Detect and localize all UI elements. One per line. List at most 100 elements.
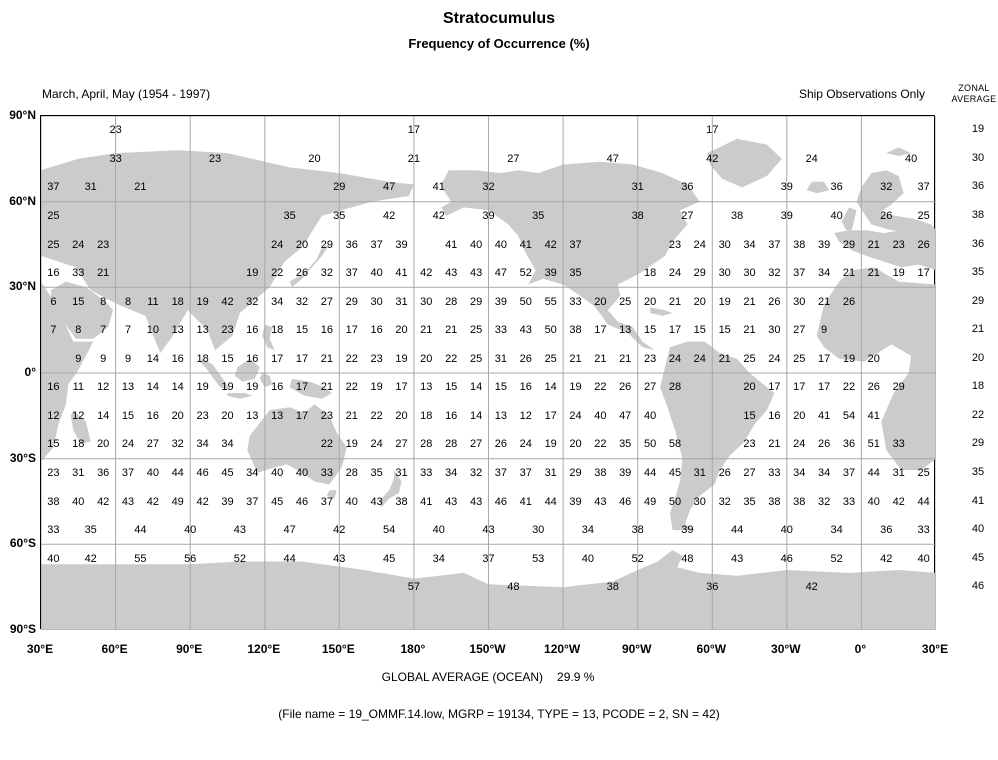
grid-frequency-value: 35: [619, 438, 632, 451]
grid-frequency-value: 33: [768, 466, 781, 479]
grid-frequency-value: 22: [594, 438, 607, 451]
grid-frequency-value: 36: [681, 181, 694, 194]
longitude-tick-label: 150°W: [469, 642, 506, 656]
grid-frequency-value: 47: [619, 409, 632, 422]
grid-frequency-value: 33: [72, 267, 85, 280]
grid-frequency-value: 24: [271, 238, 284, 251]
grid-frequency-value: 20: [171, 409, 184, 422]
grid-frequency-value: 31: [544, 466, 557, 479]
grid-frequency-value: 12: [97, 381, 110, 394]
grid-frequency-value: 20: [395, 409, 408, 422]
grid-frequency-value: 21: [420, 324, 433, 337]
grid-frequency-value: 30: [743, 267, 756, 280]
grid-frequency-value: 42: [420, 267, 433, 280]
grid-frequency-value: 14: [544, 381, 557, 394]
grid-frequency-value: 32: [320, 267, 334, 280]
grid-frequency-value: 26: [842, 295, 856, 308]
grid-frequency-value: 22: [445, 352, 458, 365]
grid-frequency-value: 27: [743, 466, 756, 479]
grid-frequency-value: 21: [97, 267, 110, 280]
grid-frequency-value: 17: [817, 352, 831, 365]
grid-frequency-value: 24: [693, 238, 706, 251]
grid-frequency-value: 23: [109, 124, 122, 137]
grid-frequency-value: 39: [544, 267, 557, 280]
grid-frequency-value: 51: [867, 438, 880, 451]
grid-frequency-value: 37: [569, 238, 582, 251]
grid-frequency-value: 20: [867, 352, 880, 365]
grid-frequency-value: 38: [594, 466, 607, 479]
longitude-tick-label: 30°E: [26, 642, 54, 656]
grid-frequency-value: 32: [246, 295, 259, 308]
continent-shape: [856, 170, 936, 239]
grid-frequency-value: 26: [619, 381, 632, 394]
grid-frequency-value: 9: [821, 324, 828, 337]
latitude-tick-label: 90°N: [9, 108, 36, 122]
grid-frequency-value: 25: [47, 238, 60, 251]
grid-frequency-value: 40: [47, 552, 60, 565]
grid-frequency-value: 43: [469, 495, 483, 508]
longitude-tick-label: 30°E: [921, 642, 949, 656]
zonal-average-value: 40: [971, 523, 985, 536]
zonal-average-value: 21: [971, 323, 985, 336]
latitude-tick-label: 60°N: [9, 193, 36, 208]
grid-frequency-value: 19: [718, 295, 731, 308]
longitude-tick-label: 60°E: [101, 642, 128, 656]
grid-frequency-value: 15: [494, 381, 508, 394]
grid-frequency-value: 40: [780, 524, 793, 537]
grid-frequency-value: 42: [544, 238, 557, 251]
grid-frequency-value: 40: [830, 209, 843, 222]
grid-frequency-value: 34: [432, 552, 445, 565]
grid-frequency-value: 58: [668, 438, 682, 451]
grid-frequency-value: 22: [370, 409, 383, 422]
grid-frequency-value: 15: [72, 295, 85, 308]
grid-frequency-value: 53: [532, 552, 545, 565]
grid-frequency-value: 12: [47, 409, 60, 422]
grid-frequency-value: 17: [544, 409, 557, 422]
page-title: Stratocumulus: [442, 10, 555, 27]
grid-frequency-value: 17: [668, 324, 682, 337]
grid-frequency-value: 27: [146, 438, 160, 451]
grid-frequency-value: 20: [743, 381, 756, 394]
longitude-tick-label: 0°: [854, 642, 867, 656]
grid-frequency-value: 24: [569, 409, 582, 422]
grid-frequency-value: 41: [445, 238, 458, 251]
continent-shape: [200, 358, 230, 391]
grid-frequency-value: 14: [97, 409, 110, 422]
longitude-tick-label: 30°W: [771, 642, 801, 656]
grid-frequency-value: 12: [72, 409, 85, 422]
grid-frequency-value: 17: [271, 352, 284, 365]
grid-frequency-value: 46: [494, 495, 508, 508]
continent-shape: [326, 490, 337, 499]
grid-frequency-value: 13: [494, 409, 508, 422]
grid-frequency-value: 52: [519, 267, 532, 280]
continent-shape: [650, 307, 673, 316]
grid-frequency-value: 15: [121, 409, 135, 422]
grid-frequency-value: 17: [706, 124, 719, 137]
grid-frequency-value: 31: [84, 181, 97, 194]
grid-frequency-value: 28: [445, 438, 458, 451]
grid-frequency-value: 46: [780, 552, 793, 565]
grid-frequency-value: 14: [469, 381, 483, 394]
grid-frequency-value: 20: [793, 409, 806, 422]
zonal-average-value: 30: [971, 151, 985, 164]
grid-frequency-value: 21: [320, 352, 334, 365]
grid-frequency-value: 23: [892, 238, 905, 251]
grid-frequency-value: 17: [295, 409, 309, 422]
grid-frequency-value: 19: [569, 381, 582, 394]
grid-frequency-value: 9: [75, 352, 82, 365]
grid-frequency-value: 47: [606, 152, 619, 165]
grid-frequency-value: 13: [196, 324, 209, 337]
grid-frequency-value: 23: [370, 352, 383, 365]
grid-frequency-value: 20: [569, 438, 582, 451]
grid-frequency-value: 27: [681, 209, 694, 222]
grid-frequency-value: 18: [196, 352, 209, 365]
grid-frequency-value: 13: [171, 324, 184, 337]
zonal-average-value: 38: [971, 208, 985, 221]
grid-frequency-value: 45: [382, 552, 396, 565]
grid-frequency-value: 21: [569, 352, 582, 365]
grid-frequency-value: 47: [382, 181, 396, 194]
grid-frequency-value: 36: [880, 524, 893, 537]
grid-frequency-value: 33: [892, 438, 905, 451]
grid-frequency-value: 37: [793, 267, 806, 280]
grid-frequency-value: 35: [84, 524, 97, 537]
